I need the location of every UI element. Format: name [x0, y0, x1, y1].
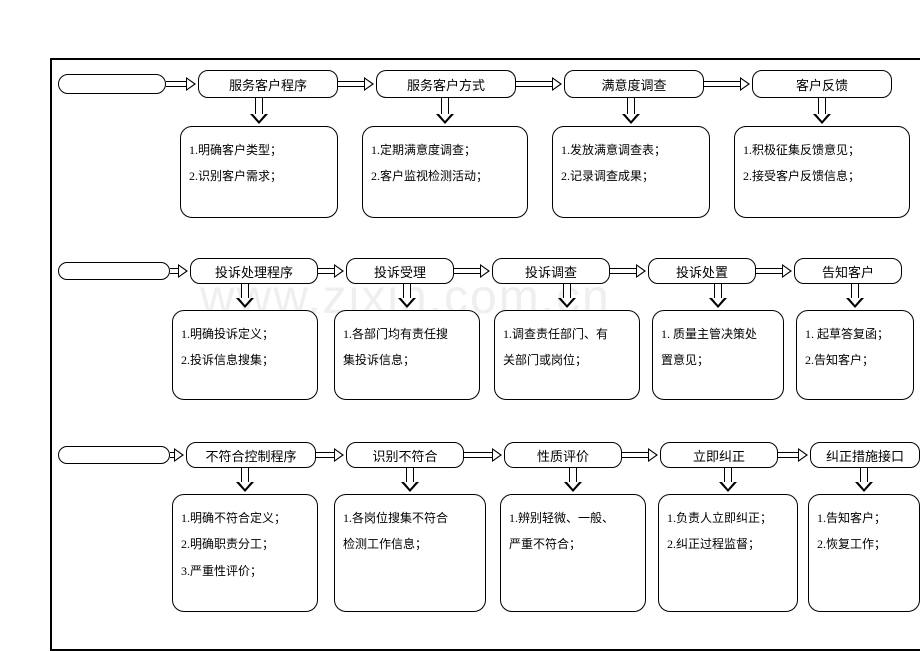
detail-r0-3: 1.积极征集反馈意见；2.接受客户反馈信息；: [734, 126, 910, 218]
detail-r0-1: 1.定期满意度调查；2.客户监视检测活动；: [362, 126, 528, 218]
detail-line: 1.明确客户类型；: [189, 137, 329, 163]
step-r0-3: 客户反馈: [752, 70, 892, 98]
detail-r1-0: 1.明确投诉定义；2.投诉信息搜集；: [172, 310, 318, 400]
row-label-1: [58, 262, 170, 280]
step-r2-0: 不符合控制程序: [186, 442, 316, 468]
detail-r2-2: 1.辨别轻微、一般、严重不符合；: [500, 494, 646, 612]
arrow-label-to-step-r0: [166, 79, 196, 89]
detail-line: 1.各岗位搜集不符合: [343, 505, 477, 531]
arrow-label-to-step-r2: [170, 450, 184, 460]
arrow-step-r1-3: [756, 266, 792, 276]
detail-line: 置意见；: [661, 347, 775, 373]
detail-line: 1.发放满意调查表；: [561, 137, 701, 163]
arrow-label-to-step-r1: [170, 266, 188, 276]
detail-line: 1. 质量主管决策处: [661, 321, 775, 347]
detail-line: 1.各部门均有责任搜: [343, 321, 471, 347]
detail-r0-2: 1.发放满意调查表；2.记录调查成果；: [552, 126, 710, 218]
arrow-down-r0-1: [438, 98, 452, 124]
step-r1-4: 告知客户: [794, 258, 902, 284]
arrow-down-r2-2: [566, 468, 580, 492]
arrow-step-r2-1: [464, 450, 502, 460]
detail-line: 1.明确不符合定义；: [181, 505, 309, 531]
detail-line: 2.纠正过程监督；: [667, 531, 789, 557]
arrow-down-r2-4: [857, 468, 871, 492]
detail-line: 2.明确职责分工；: [181, 531, 309, 557]
step-r2-3: 立即纠正: [660, 442, 778, 468]
step-r2-2: 性质评价: [504, 442, 622, 468]
detail-line: 1.负责人立即纠正；: [667, 505, 789, 531]
arrow-step-r0-2: [704, 79, 750, 89]
detail-line: 1.积极征集反馈意见；: [743, 137, 901, 163]
detail-line: 1.辨别轻微、一般、: [509, 505, 637, 531]
arrow-step-r0-0: [338, 79, 374, 89]
detail-line: 2.记录调查成果；: [561, 163, 701, 189]
detail-line: 2.投诉信息搜集；: [181, 347, 309, 373]
arrow-down-r1-3: [711, 284, 725, 308]
arrow-down-r1-4: [848, 284, 862, 308]
detail-r1-3: 1. 质量主管决策处置意见；: [652, 310, 784, 400]
detail-r1-2: 1.调查责任部门、有关部门或岗位；: [494, 310, 640, 400]
detail-r1-1: 1.各部门均有责任搜集投诉信息；: [334, 310, 480, 400]
arrow-down-r1-2: [560, 284, 574, 308]
row-label-0: [58, 74, 166, 94]
detail-line: 1.定期满意度调查；: [371, 137, 519, 163]
detail-r0-0: 1.明确客户类型；2.识别客户需求；: [180, 126, 338, 218]
arrow-down-r0-2: [624, 98, 638, 124]
row-label-2: [58, 446, 170, 464]
detail-line: 检测工作信息；: [343, 531, 477, 557]
step-r1-0: 投诉处理程序: [190, 258, 318, 284]
arrow-step-r2-3: [778, 450, 808, 460]
arrow-down-r2-3: [721, 468, 735, 492]
detail-r2-0: 1.明确不符合定义；2.明确职责分工；3.严重性评价；: [172, 494, 318, 612]
detail-line: 1.调查责任部门、有: [503, 321, 631, 347]
detail-r1-4: 1. 起草答复函；2.告知客户；: [796, 310, 914, 400]
arrow-down-r2-1: [403, 468, 417, 492]
detail-line: 1.告知客户；: [817, 505, 911, 531]
step-r1-3: 投诉处置: [648, 258, 756, 284]
detail-line: 1.明确投诉定义；: [181, 321, 309, 347]
step-r0-1: 服务客户方式: [376, 70, 516, 98]
detail-line: 2.告知客户；: [805, 347, 905, 373]
arrow-step-r1-2: [610, 266, 646, 276]
arrow-down-r1-0: [238, 284, 252, 308]
detail-line: 关部门或岗位；: [503, 347, 631, 373]
step-r0-2: 满意度调查: [564, 70, 704, 98]
step-r1-1: 投诉受理: [346, 258, 454, 284]
step-r2-4: 纠正措施接口: [810, 442, 920, 468]
arrow-step-r1-0: [318, 266, 344, 276]
detail-line: 1. 起草答复函；: [805, 321, 905, 347]
arrow-step-r2-0: [316, 450, 344, 460]
detail-r2-3: 1.负责人立即纠正；2.纠正过程监督；: [658, 494, 798, 612]
step-r1-2: 投诉调查: [492, 258, 610, 284]
detail-line: 集投诉信息；: [343, 347, 471, 373]
arrow-down-r0-0: [252, 98, 266, 124]
arrow-down-r1-1: [400, 284, 414, 308]
arrow-down-r2-0: [238, 468, 252, 492]
step-r0-0: 服务客户程序: [198, 70, 338, 98]
detail-line: 2.恢复工作；: [817, 531, 911, 557]
detail-line: 2.接受客户反馈信息；: [743, 163, 901, 189]
arrow-step-r0-1: [516, 79, 562, 89]
detail-line: 2.识别客户需求；: [189, 163, 329, 189]
arrow-down-r0-3: [815, 98, 829, 124]
detail-line: 严重不符合；: [509, 531, 637, 557]
detail-line: 3.严重性评价；: [181, 558, 309, 584]
arrow-step-r1-1: [454, 266, 490, 276]
arrow-step-r2-2: [622, 450, 658, 460]
detail-r2-4: 1.告知客户；2.恢复工作；: [808, 494, 920, 612]
step-r2-1: 识别不符合: [346, 442, 464, 468]
detail-line: 2.客户监视检测活动；: [371, 163, 519, 189]
detail-r2-1: 1.各岗位搜集不符合检测工作信息；: [334, 494, 486, 612]
